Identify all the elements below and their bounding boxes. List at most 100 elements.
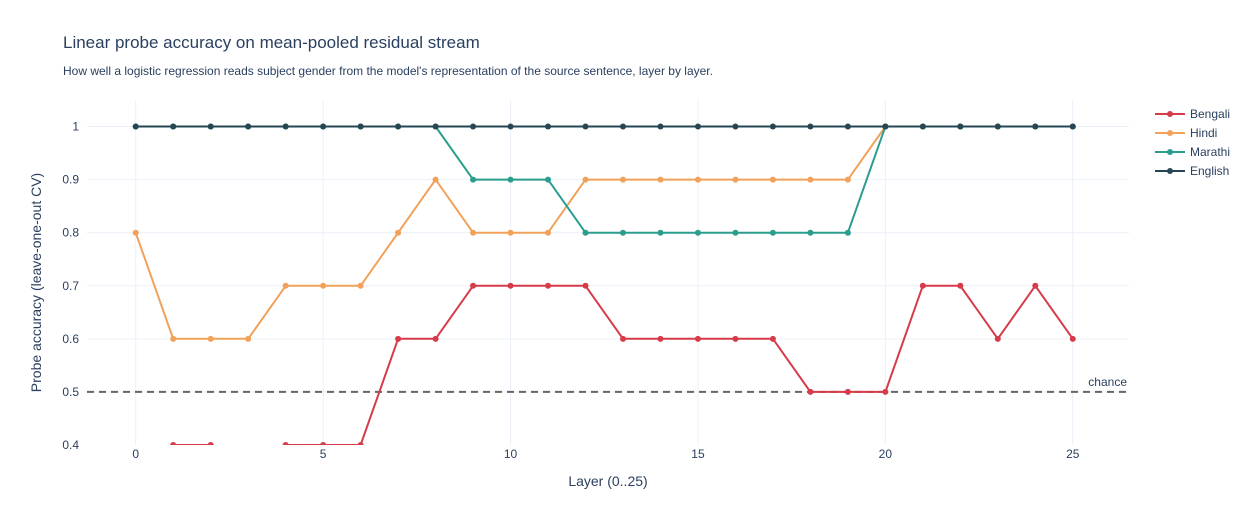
data-point-english (582, 123, 589, 130)
data-point-english (432, 123, 439, 130)
data-point-english (882, 123, 889, 130)
legend-item-hindi: Hindi (1155, 126, 1217, 140)
data-point-bengali (245, 495, 251, 501)
data-point-bengali (545, 282, 552, 289)
data-point-bengali (844, 388, 851, 395)
legend-label: Hindi (1190, 126, 1217, 140)
data-point-marathi (807, 229, 814, 236)
data-point-english (919, 123, 926, 130)
data-point-hindi (170, 335, 177, 342)
x-tick-label: 25 (1066, 447, 1080, 461)
series-english (132, 123, 1076, 130)
data-point-english (994, 123, 1001, 130)
data-point-bengali (170, 442, 177, 445)
legend-swatch-marker (1167, 111, 1173, 117)
data-point-hindi (320, 282, 327, 289)
data-point-english (1032, 123, 1039, 130)
data-point-hindi (507, 229, 514, 236)
x-tick-label: 5 (320, 447, 327, 461)
data-point-bengali (732, 335, 739, 342)
y-axis-ticks: 0.4 0.5 0.6 0.7 0.8 0.9 1 (62, 120, 79, 452)
data-point-english (132, 123, 139, 130)
data-point-hindi (207, 335, 214, 342)
data-point-bengali (957, 282, 964, 289)
data-point-bengali (207, 442, 214, 445)
data-point-marathi (657, 229, 664, 236)
data-point-hindi (432, 176, 439, 183)
data-point-hindi (694, 176, 701, 183)
data-point-hindi (619, 176, 626, 183)
legend: Bengali Hindi Marathi English (1155, 107, 1230, 178)
data-point-hindi (582, 176, 589, 183)
data-point-bengali (694, 335, 701, 342)
data-point-marathi (844, 229, 851, 236)
x-tick-label: 20 (879, 447, 893, 461)
data-point-english (807, 123, 814, 130)
data-point-hindi (732, 176, 739, 183)
data-point-bengali (470, 282, 477, 289)
reference-line-group: chance (87, 375, 1129, 393)
legend-swatch-marker (1167, 168, 1173, 174)
data-point-bengali (807, 388, 814, 395)
y-axis-title: Probe accuracy (leave-one-out CV) (28, 173, 44, 392)
data-point-english (1069, 123, 1076, 130)
x-axis-title: Layer (0..25) (568, 473, 647, 489)
data-point-english (170, 123, 177, 130)
y-tick-label: 0.9 (62, 173, 79, 187)
legend-item-marathi: Marathi (1155, 145, 1230, 159)
legend-swatch-marker (1167, 149, 1173, 155)
data-point-bengali (395, 335, 402, 342)
data-point-hindi (844, 176, 851, 183)
legend-swatch-marker (1167, 130, 1173, 136)
data-point-english (207, 123, 214, 130)
data-point-bengali (282, 442, 289, 445)
data-point-bengali (619, 335, 626, 342)
y-tick-label: 0.8 (62, 226, 79, 240)
data-point-bengali (919, 282, 926, 289)
x-axis-ticks: 0 5 10 15 20 25 (132, 447, 1079, 461)
y-tick-label: 1 (72, 120, 79, 134)
data-point-bengali (320, 442, 327, 445)
data-point-marathi (732, 229, 739, 236)
data-point-hindi (395, 229, 402, 236)
data-point-bengali (357, 442, 364, 445)
data-point-english (282, 123, 289, 130)
data-point-bengali (1032, 282, 1039, 289)
legend-label: English (1190, 164, 1229, 178)
chart-title: Linear probe accuracy on mean-pooled res… (63, 33, 480, 52)
data-point-bengali (507, 282, 514, 289)
data-point-hindi (245, 335, 252, 342)
data-point-bengali (133, 495, 139, 501)
y-tick-label: 0.6 (62, 332, 79, 346)
data-point-english (320, 123, 327, 130)
x-tick-label: 15 (691, 447, 705, 461)
legend-label: Marathi (1190, 145, 1230, 159)
chance-label: chance (1088, 375, 1127, 389)
data-point-hindi (657, 176, 664, 183)
data-point-bengali (994, 335, 1001, 342)
series-line-bengali (171, 284, 1074, 445)
data-point-hindi (282, 282, 289, 289)
data-point-english (732, 123, 739, 130)
x-tick-label: 10 (504, 447, 518, 461)
data-point-english (245, 123, 252, 130)
data-point-english (619, 123, 626, 130)
legend-label: Bengali (1190, 107, 1230, 121)
data-point-marathi (507, 176, 514, 183)
y-tick-label: 0.4 (62, 438, 79, 452)
data-point-marathi (769, 229, 776, 236)
data-point-marathi (694, 229, 701, 236)
x-tick-label: 0 (132, 447, 139, 461)
data-point-english (657, 123, 664, 130)
data-point-english (507, 123, 514, 130)
data-point-marathi (582, 229, 589, 236)
data-point-bengali (1069, 335, 1076, 342)
data-point-marathi (545, 176, 552, 183)
data-point-english (844, 123, 851, 130)
data-point-bengali (882, 388, 889, 395)
data-point-bengali (582, 282, 589, 289)
data-point-english (957, 123, 964, 130)
data-point-english (395, 123, 402, 130)
